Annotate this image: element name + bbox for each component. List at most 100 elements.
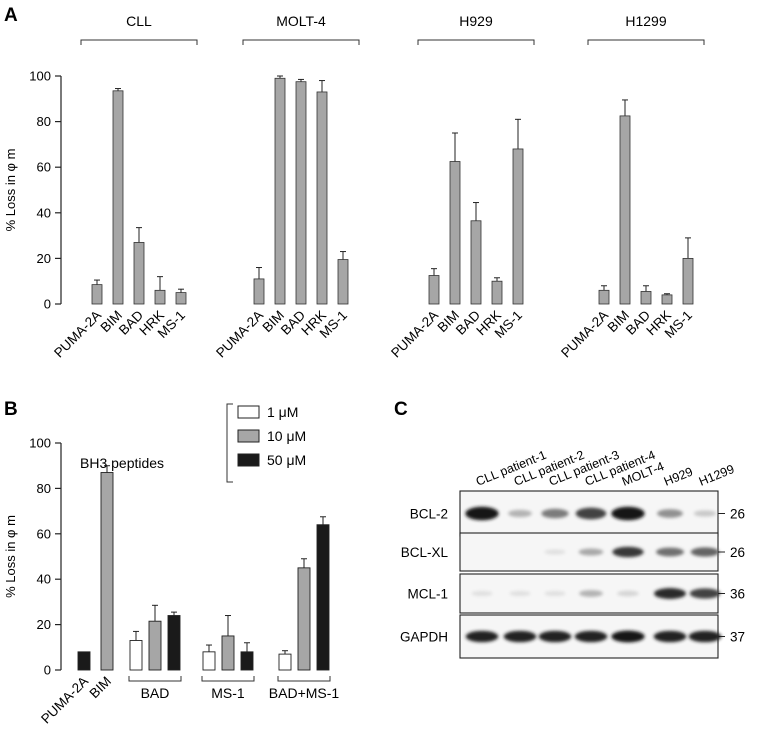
y-tick-label: 80 bbox=[37, 114, 51, 129]
x-tick-label: PUMA-2A bbox=[213, 308, 266, 361]
legend-title: BH3 peptides bbox=[80, 455, 164, 471]
bar-molt-4-ms-1 bbox=[337, 259, 349, 305]
blot-band bbox=[544, 549, 566, 555]
panel-b-legend: BH3 peptides 1 μM 10 μM 50 μM bbox=[80, 403, 306, 483]
mw-label: 26 bbox=[730, 507, 745, 522]
legend-entry: 10 μM bbox=[267, 428, 306, 444]
blot-protein-label: BCL-XL bbox=[401, 545, 449, 560]
panel-b-axis: 0 20 40 60 80 100 bbox=[29, 436, 62, 678]
blot-band bbox=[657, 509, 683, 518]
bar-h929-ms-1 bbox=[512, 148, 524, 305]
bar-bad+ms-1-series-2 bbox=[316, 524, 330, 671]
x-tick-label: PUMA-2A bbox=[388, 308, 441, 361]
y-tick-label: 40 bbox=[37, 572, 51, 587]
group-bracket bbox=[201, 676, 255, 682]
panel-a-group-labels: CLL MOLT-4 H929 H1299 bbox=[80, 13, 705, 45]
bar-cll-bim bbox=[112, 90, 124, 305]
group-bracket bbox=[277, 676, 331, 682]
bar-h1299-bim bbox=[619, 115, 631, 305]
blot-band bbox=[508, 509, 532, 518]
x-tick-label: PUMA-2A bbox=[51, 308, 104, 361]
blot-protein-label: BCL-2 bbox=[410, 507, 448, 522]
group-bracket bbox=[80, 39, 198, 45]
bar-bim bbox=[100, 472, 114, 671]
panel-b-y-label: % Loss in φ m bbox=[3, 515, 18, 598]
panel-a-axis: 0 20 40 60 80 100 bbox=[29, 69, 62, 312]
panel-a-y-label: % Loss in φ m bbox=[3, 149, 18, 232]
group-label: H929 bbox=[459, 13, 493, 29]
group-label: MOLT-4 bbox=[276, 13, 326, 29]
blot-band bbox=[689, 588, 721, 599]
group-bracket bbox=[242, 39, 360, 45]
legend-bracket bbox=[226, 403, 233, 483]
y-tick-label: 40 bbox=[37, 205, 51, 220]
mw-label: 26 bbox=[730, 545, 745, 560]
blot-band bbox=[653, 630, 687, 643]
bar-h1299-puma-2a bbox=[598, 289, 610, 305]
group-label: BAD+MS-1 bbox=[269, 685, 340, 701]
bar-h1299-ms-1 bbox=[682, 257, 694, 305]
blot-band bbox=[544, 590, 566, 597]
bar-h1299-bad bbox=[640, 291, 652, 305]
bar-molt-4-hrk bbox=[316, 91, 328, 305]
blot-band bbox=[538, 630, 572, 643]
y-tick-label: 0 bbox=[44, 297, 51, 312]
y-tick-label: 60 bbox=[37, 160, 51, 175]
blot-band bbox=[688, 630, 722, 643]
blot-band bbox=[574, 630, 608, 643]
bar-h929-hrk bbox=[491, 280, 503, 305]
blot-protein-label: GAPDH bbox=[400, 630, 448, 645]
panel-letter-a: A bbox=[4, 5, 18, 26]
panel-letter-b: B bbox=[4, 399, 18, 420]
blot-band bbox=[617, 590, 639, 597]
lane-label: H929 bbox=[662, 465, 695, 489]
panel-letter-c: C bbox=[394, 399, 408, 420]
group-bracket bbox=[128, 676, 182, 682]
bar-ms-1-series-1 bbox=[221, 635, 235, 671]
group-label: MS-1 bbox=[211, 685, 245, 701]
bar-molt-4-puma-2a bbox=[253, 278, 265, 305]
blot-band bbox=[693, 510, 717, 517]
blot-band bbox=[578, 548, 604, 556]
blot-protein-label: MCL-1 bbox=[407, 587, 448, 602]
bar-ms-1-series-0 bbox=[202, 651, 216, 671]
mw-label: 37 bbox=[730, 630, 745, 645]
y-tick-label: 100 bbox=[29, 436, 51, 451]
group-label: BAD bbox=[141, 685, 170, 701]
blot-band bbox=[575, 507, 607, 520]
blot-band bbox=[541, 508, 569, 519]
y-tick-label: 0 bbox=[44, 663, 51, 678]
bar-molt-4-bad bbox=[295, 81, 307, 305]
legend-entry: 1 μM bbox=[267, 404, 298, 420]
legend-swatch bbox=[237, 429, 260, 443]
blot-band bbox=[509, 590, 531, 597]
legend-swatch bbox=[237, 453, 260, 467]
y-tick-label: 100 bbox=[29, 69, 51, 84]
legend-swatch bbox=[237, 405, 260, 419]
bar-cll-hrk bbox=[154, 289, 166, 305]
blot-band bbox=[465, 506, 499, 521]
y-tick-label: 20 bbox=[37, 251, 51, 266]
lane-label: H1299 bbox=[697, 462, 736, 489]
blot-band bbox=[654, 588, 686, 599]
blot-band bbox=[690, 547, 720, 557]
blot-band bbox=[471, 590, 493, 597]
group-label: H1299 bbox=[625, 13, 666, 29]
mw-label: 36 bbox=[730, 587, 745, 602]
bar-bad-series-1 bbox=[148, 620, 162, 671]
y-tick-label: 80 bbox=[37, 481, 51, 496]
blot-band bbox=[465, 630, 499, 643]
bar-cll-puma-2a bbox=[91, 284, 103, 305]
legend-entry: 50 μM bbox=[267, 452, 306, 468]
blot-band bbox=[612, 546, 644, 558]
bar-bad+ms-1-series-0 bbox=[278, 653, 292, 671]
bar-ms-1-series-2 bbox=[240, 651, 254, 671]
blot-band bbox=[611, 506, 645, 521]
x-tick-label: PUMA-2A bbox=[558, 308, 611, 361]
